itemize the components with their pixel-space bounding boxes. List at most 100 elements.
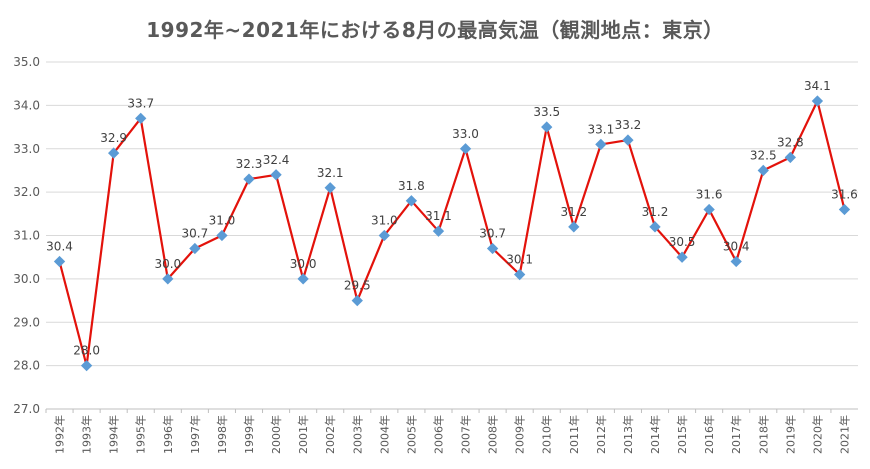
data-point — [838, 203, 851, 216]
x-tick-label: 1992年 — [53, 415, 67, 454]
data-point — [189, 242, 201, 255]
data-point — [757, 164, 769, 177]
x-tick-label: 1993年 — [80, 415, 94, 454]
data-label: 30.7 — [182, 227, 209, 241]
data-point — [80, 359, 93, 372]
data-label: 31.0 — [209, 214, 236, 228]
data-label: 31.6 — [696, 187, 723, 201]
data-label: 31.8 — [398, 179, 425, 193]
x-tick-label: 1998年 — [215, 415, 229, 454]
data-labels: 30.428.032.933.730.030.731.032.3 32.430.0… — [46, 79, 858, 358]
data-point — [351, 294, 363, 307]
data-point — [162, 273, 174, 285]
data-label: 33.1 — [588, 122, 615, 136]
data-label: 32.9 — [100, 131, 127, 145]
y-tick-label: 31.0 — [13, 229, 40, 243]
data-point — [243, 173, 255, 185]
data-point — [405, 195, 418, 207]
y-tick-label: 33.0 — [13, 142, 40, 156]
data-point — [432, 225, 445, 237]
data-label: 34.1 — [804, 79, 831, 93]
x-tick-label: 2021年 — [837, 415, 851, 454]
data-label: 32.4 — [263, 153, 290, 167]
data-label: 33.2 — [615, 118, 642, 132]
data-label: 31.0 — [371, 214, 398, 228]
x-tick-label: 2019年 — [783, 415, 797, 454]
data-point — [730, 255, 742, 268]
data-label: 30.0 — [290, 257, 317, 271]
data-label: 32.5 — [750, 148, 777, 162]
data-point — [297, 273, 309, 285]
x-tick-label: 1999年 — [242, 415, 256, 454]
data-point — [784, 151, 796, 164]
data-point — [649, 221, 661, 233]
x-tick-label: 2007年 — [459, 415, 473, 454]
x-tick-label: 2005年 — [404, 415, 418, 454]
data-label: 29.5 — [344, 279, 371, 293]
x-tick-label: 2016年 — [702, 415, 716, 454]
x-tick-label: 1995年 — [134, 415, 148, 454]
data-label: 33.7 — [127, 96, 154, 110]
x-axis-ticks: 1992年 1993年 1994年 1995年 1996年 1997年 1998年 1999年… — [45, 409, 851, 454]
data-point — [486, 242, 499, 255]
data-label: 30.1 — [506, 253, 533, 267]
data-point — [568, 221, 580, 233]
data-label: 32.1 — [317, 166, 344, 180]
x-tick-label: 1994年 — [107, 415, 121, 454]
x-tick-label: 2002年 — [323, 415, 337, 454]
data-label: 32.8 — [777, 135, 804, 149]
x-tick-label: 1997年 — [188, 415, 202, 454]
x-tick-label: 2008年 — [486, 415, 500, 454]
x-tick-label: 2006年 — [431, 415, 445, 454]
x-tick-label: 2014年 — [648, 415, 662, 454]
data-point — [378, 229, 390, 242]
data-label: 30.4 — [46, 240, 73, 254]
data-label: 30.0 — [154, 257, 181, 271]
y-axis-ticks: 27.0 28.0 29.0 30.0 31.0 32.0 33.0 34.0 35.0 — [13, 55, 40, 416]
data-point — [459, 143, 472, 155]
x-tick-label: 2017年 — [729, 415, 743, 454]
x-tick-label: 2020年 — [810, 415, 824, 454]
y-tick-label: 27.0 — [13, 402, 40, 416]
data-point — [676, 251, 688, 263]
y-tick-label: 29.0 — [13, 315, 40, 329]
data-point — [541, 121, 553, 133]
y-tick-label: 30.0 — [13, 272, 40, 286]
data-label: 31.6 — [831, 187, 858, 201]
series-line-layer — [58, 99, 846, 367]
data-point — [53, 255, 66, 268]
data-label: 33.5 — [533, 105, 560, 119]
data-point — [514, 268, 526, 281]
x-tick-label: 2012年 — [594, 415, 608, 454]
x-tick-label: 2004年 — [377, 415, 391, 454]
data-point — [622, 134, 634, 146]
data-label: 33.0 — [452, 127, 479, 141]
data-point — [703, 203, 715, 216]
x-tick-label: 2011年 — [567, 415, 581, 454]
x-tick-label: 2001年 — [296, 415, 310, 454]
x-tick-label: 2003年 — [350, 415, 364, 454]
data-point — [324, 182, 336, 194]
y-tick-label: 35.0 — [13, 55, 40, 69]
data-label: 30.5 — [669, 235, 696, 249]
data-label: 31.1 — [425, 209, 452, 223]
series-line — [58, 99, 846, 367]
data-label: 32.3 — [236, 157, 263, 171]
y-tick-label: 32.0 — [13, 185, 40, 199]
data-label: 28.0 — [73, 344, 100, 358]
gridlines — [46, 61, 858, 410]
y-tick-label: 34.0 — [13, 98, 40, 112]
x-tick-label: 2013年 — [621, 415, 635, 454]
data-point — [595, 138, 607, 151]
data-label: 30.7 — [479, 227, 506, 241]
chart-title: 1992年~2021年における8月の最高気温（観測地点：東京） — [146, 18, 724, 42]
x-tick-label: 2010年 — [540, 415, 554, 454]
x-tick-label: 1996年 — [161, 415, 175, 454]
x-tick-label: 2009年 — [513, 415, 527, 454]
data-point — [270, 169, 282, 181]
data-label: 31.2 — [642, 205, 669, 219]
y-tick-label: 28.0 — [13, 359, 40, 373]
x-tick-label: 2018年 — [756, 415, 770, 454]
data-label: 31.2 — [560, 205, 587, 219]
data-label: 30.4 — [723, 240, 750, 254]
